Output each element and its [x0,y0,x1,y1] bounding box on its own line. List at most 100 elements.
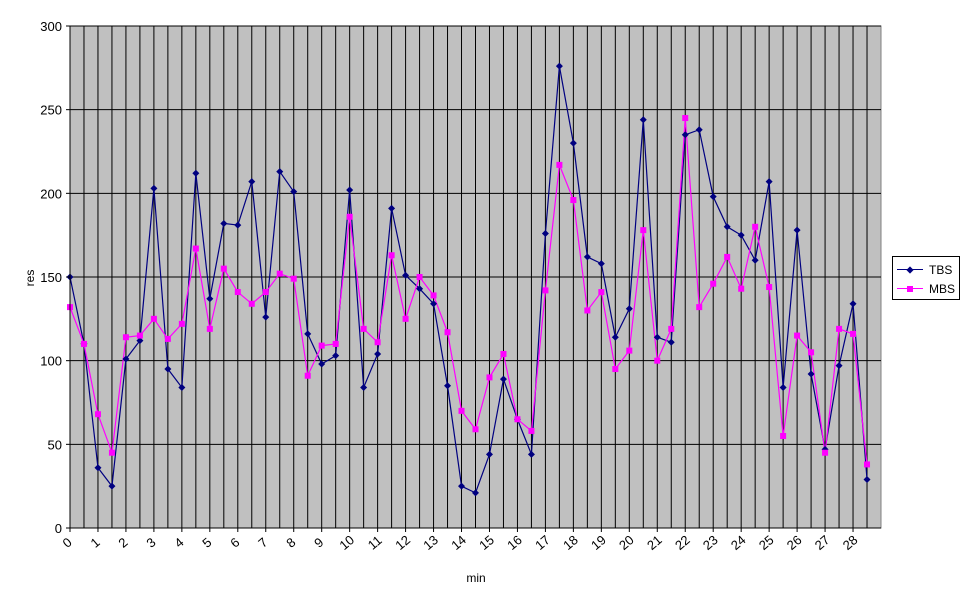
legend-swatch-tbs [897,264,923,276]
x-axis-title: min [466,571,485,585]
data-point-mbs [192,245,199,252]
data-point-mbs [780,432,787,439]
legend: TBS MBS [892,256,960,300]
data-point-mbs [612,366,619,373]
grid-lines [70,25,881,528]
data-point-tbs [835,362,843,370]
data-point-tbs [611,333,619,341]
data-point-mbs [388,252,395,259]
data-point-tbs [583,253,591,261]
data-point-tbs [360,383,368,391]
data-point-tbs [178,383,186,391]
data-point-tbs [388,204,396,212]
data-point-mbs [836,325,843,332]
data-point-tbs [751,256,759,264]
data-point-mbs [164,335,171,342]
y-tick-label: 200 [40,186,62,201]
data-point-tbs [304,330,312,338]
data-point-tbs [234,221,242,229]
data-point-tbs [807,370,815,378]
data-point-tbs [793,226,801,234]
data-point-mbs [262,289,269,296]
data-point-tbs [276,168,284,176]
data-point-tbs [416,285,424,293]
data-point-mbs [290,275,297,282]
data-point-mbs [402,315,409,322]
x-tick-label: 10 [336,532,357,553]
data-point-tbs [653,333,661,341]
data-point-mbs [248,300,255,307]
data-point-mbs [626,347,633,354]
data-point-mbs [276,270,283,277]
x-tick-label: 3 [143,534,158,550]
data-point-tbs [681,131,689,139]
data-point-mbs [584,307,591,314]
data-point-mbs [696,304,703,311]
x-tick-label: 1 [87,534,102,550]
data-point-tbs [248,178,256,186]
data-point-tbs [723,223,731,231]
data-point-mbs [724,253,731,260]
data-point-mbs [752,223,759,230]
data-point-tbs [709,193,717,201]
data-point-tbs [485,450,493,458]
x-tick-label: 4 [171,534,186,550]
data-point-tbs [527,450,535,458]
data-point-mbs [528,427,535,434]
data-point-mbs [206,325,213,332]
data-point-tbs [569,139,577,147]
data-point-mbs [570,197,577,204]
x-axis-tick-labels: 0 1 2 3 4 5 6 7 8 9 10 11 12 13 14 15 16 17 18 19 20 21 22 23 24… [60,532,861,553]
data-point-tbs [779,383,787,391]
x-tick-label: 23 [700,532,721,553]
data-point-mbs [94,411,101,418]
data-point-mbs [542,287,549,294]
data-point-mbs [318,342,325,349]
data-point-tbs [136,337,144,345]
data-point-mbs [430,292,437,299]
data-point-mbs [598,289,605,296]
data-point-tbs [430,300,438,308]
data-point-mbs [458,407,465,414]
legend-item-tbs: TBS [897,262,952,278]
data-point-tbs [262,313,270,321]
data-point-mbs [514,416,521,423]
x-tick-label: 9 [311,534,326,550]
data-point-mbs [472,426,479,433]
x-tick-label: 18 [560,532,581,553]
x-tick-label: 22 [672,532,693,553]
series-markers [66,62,871,497]
data-point-tbs [374,350,382,358]
data-point-tbs [220,219,228,227]
data-point-tbs [458,482,466,490]
data-point-tbs [499,375,507,383]
data-point-mbs [500,350,507,357]
data-point-tbs [122,355,130,363]
y-tick-label: 250 [40,103,62,118]
data-point-tbs [444,382,452,390]
data-point-tbs [555,62,563,70]
data-point-tbs [737,231,745,239]
diamond-marker-icon [906,266,914,274]
y-tick-label: 100 [40,354,62,369]
data-point-tbs [597,260,605,268]
y-tick-label: 50 [48,437,62,452]
data-point-tbs [108,482,116,490]
x-tick-label: 16 [504,532,525,553]
series-lines [69,66,868,494]
legend-label-mbs: MBS [929,282,956,296]
data-point-mbs [556,161,563,168]
x-tick-label: 28 [840,532,861,553]
data-point-mbs [668,325,675,332]
x-tick-label: 8 [283,534,298,550]
data-point-tbs [290,188,298,196]
data-point-mbs [122,334,129,341]
square-marker-icon [907,286,913,292]
axes [66,25,881,532]
y-axis-tick-labels: 0 50 100 150 200 250 300 [40,19,62,536]
legend-item-mbs: MBS [897,281,955,297]
data-point-mbs [808,349,815,356]
x-tick-label: 13 [420,532,441,553]
data-point-mbs [150,315,157,322]
